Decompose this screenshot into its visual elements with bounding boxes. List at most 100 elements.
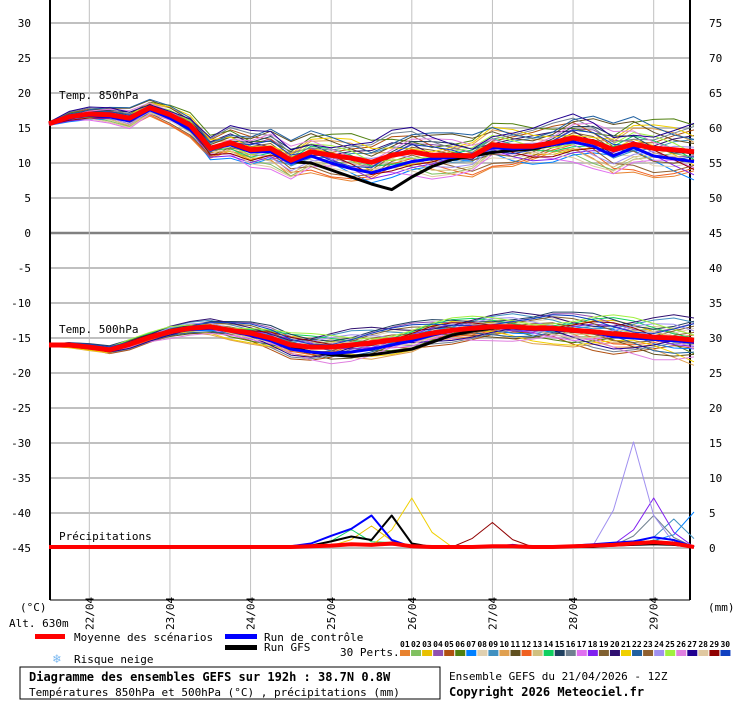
pert-legend-swatch-05	[444, 650, 455, 656]
left-tick-label: 15	[18, 122, 31, 135]
right-tick-label: 25	[709, 367, 722, 380]
pert-legend-label-09: 09	[488, 640, 498, 649]
right-tick-label: 20	[709, 402, 722, 415]
pert-legend-label-28: 28	[698, 640, 708, 649]
pert-legend-swatch-22	[632, 650, 643, 656]
pert-legend-label-20: 20	[610, 640, 620, 649]
right-tick-label: 70	[709, 52, 722, 65]
right-tick-label: 35	[709, 297, 722, 310]
pert-legend-swatch-21	[621, 650, 631, 656]
legend-label-snow: Risque neige	[74, 653, 153, 666]
pert-legend-swatch-26	[676, 650, 687, 656]
left-tick-label: 5	[24, 192, 31, 205]
left-tick-label: -10	[11, 297, 31, 310]
pert-legend-swatch-09	[488, 650, 499, 656]
t500-mean-line	[49, 324, 695, 353]
right-unit-label: (mm)	[708, 601, 735, 614]
pert-legend-swatch-08	[477, 650, 488, 656]
legend-label-gfs: Run GFS	[264, 641, 310, 654]
altitude-label: Alt. 630m	[9, 617, 69, 630]
pert-legend-swatch-19	[598, 650, 609, 656]
pert-legend-label-15: 15	[555, 640, 565, 649]
right-tick-label: 15	[709, 437, 722, 450]
left-unit-label: (°C)	[20, 601, 47, 614]
pert-legend-label-14: 14	[544, 640, 554, 649]
pert-legend-swatch-10	[499, 650, 510, 656]
pert-legend-label-18: 18	[588, 640, 598, 649]
t850-pert-12-line	[48, 114, 695, 180]
left-tick-label: 10	[18, 157, 31, 170]
legend-label-control: Run de contrôle	[264, 631, 363, 644]
pert-legend-swatch-15	[554, 650, 565, 656]
x-tick-label: 26/04	[406, 597, 419, 630]
pert-legend-label-26: 26	[676, 640, 686, 649]
pert-legend-swatch-04	[433, 650, 444, 656]
t850-pert-22-line	[48, 98, 695, 154]
precip-mean-line	[49, 540, 695, 549]
t500-pert-12-line	[48, 324, 695, 356]
pert-legend-label-16: 16	[566, 640, 576, 649]
pert-legend-swatch-01	[400, 650, 410, 656]
pert-legend-swatch-07	[466, 650, 477, 656]
t850-mean-line	[48, 105, 695, 165]
left-tick-label: 25	[18, 52, 31, 65]
pert-legend-swatch-16	[565, 650, 576, 656]
pert-legend-label-24: 24	[654, 640, 664, 649]
t850-pert-28-line	[48, 112, 695, 178]
left-tick-label: 30	[18, 17, 31, 30]
pert-legend-label-02: 02	[411, 640, 421, 649]
panel-label-t850: Temp. 850hPa	[59, 89, 138, 102]
x-tick-label: 23/04	[164, 597, 177, 630]
x-tick-label: 27/04	[486, 597, 499, 630]
pert-legend-swatch-11	[510, 650, 521, 656]
left-tick-label: -5	[18, 262, 31, 275]
pert-legend-swatch-03	[422, 650, 433, 656]
x-tick-label: 28/04	[567, 597, 580, 630]
pert-legend-swatch-17	[576, 650, 587, 656]
run-info: Ensemble GEFS du 21/04/2026 - 12Z	[449, 670, 668, 683]
pert-legend-label-10: 10	[499, 640, 509, 649]
pert-legend-label-06: 06	[455, 640, 465, 649]
copyright: Copyright 2026 Meteociel.fr	[449, 685, 644, 699]
left-tick-label: -35	[11, 472, 31, 485]
pert-legend-swatch-13	[532, 650, 543, 656]
pert-legend-label-01: 01	[400, 640, 410, 649]
pert-legend-swatch-14	[543, 650, 554, 656]
pert-legend-swatch-23	[643, 650, 654, 656]
pert-legend-swatch-02	[411, 650, 422, 656]
panel-label-t500: Temp. 500hPa	[59, 323, 138, 336]
pert-legend-label-21: 21	[621, 640, 631, 649]
pert-legend-swatch-28	[698, 650, 709, 656]
t500-pert-20-line	[48, 311, 695, 350]
right-tick-label: 30	[709, 332, 722, 345]
pert-legend-swatch-30	[720, 650, 731, 656]
left-tick-label: 0	[24, 227, 31, 240]
right-tick-label: 0	[709, 542, 716, 555]
left-tick-label: 20	[18, 87, 31, 100]
grid	[50, 0, 690, 600]
pert-legend-label-13: 13	[533, 640, 543, 649]
pert-legend-swatch-12	[521, 650, 532, 656]
pert-legend-swatch-29	[709, 650, 720, 656]
left-tick-label: -40	[11, 507, 31, 520]
perturbation-legend: 01 02 03 04 05 06 07 08 09 10 11 12 13 14 15 16 17 18 19 20…	[400, 640, 731, 656]
pert-legend-label-07: 07	[466, 640, 476, 649]
pert-legend-label-17: 17	[577, 640, 587, 649]
pert-legend-label-11: 11	[511, 640, 521, 649]
pert-legend-swatch-06	[455, 650, 466, 656]
x-tick-label: 22/04	[83, 597, 96, 630]
pert-legend-label-03: 03	[422, 640, 432, 649]
pert-legend-label-19: 19	[599, 640, 609, 649]
left-tick-label: -20	[11, 367, 31, 380]
left-tick-label: -15	[11, 332, 31, 345]
right-tick-label: 60	[709, 122, 722, 135]
chart-subtitle: Températures 850hPa et 500hPa (°C) , pré…	[29, 686, 400, 699]
right-tick-label: 55	[709, 157, 722, 170]
pert-legend-label-08: 08	[477, 640, 487, 649]
panel-label-precip: Précipitations	[59, 530, 152, 543]
pert-legend-swatch-24	[654, 650, 665, 656]
pert-legend-label-30: 30	[720, 640, 730, 649]
left-tick-label: -45	[11, 542, 31, 555]
legend: Moyenne des scénarios Run de contrôle Ru…	[35, 631, 731, 667]
